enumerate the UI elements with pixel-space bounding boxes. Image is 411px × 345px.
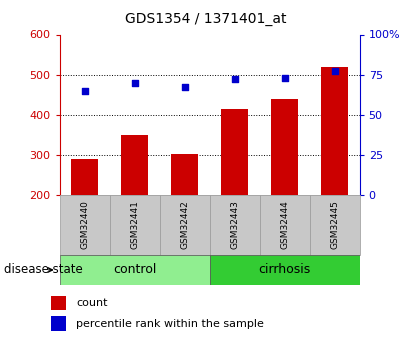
Bar bbox=[60, 195, 110, 255]
Bar bbox=[60, 255, 210, 285]
Point bbox=[231, 77, 238, 82]
Text: GDS1354 / 1371401_at: GDS1354 / 1371401_at bbox=[125, 12, 286, 26]
Bar bbox=[159, 195, 210, 255]
Bar bbox=[51, 316, 66, 331]
Bar bbox=[210, 255, 360, 285]
Bar bbox=[210, 195, 260, 255]
Text: GSM32440: GSM32440 bbox=[80, 200, 89, 249]
Bar bbox=[271, 99, 298, 195]
Bar bbox=[110, 195, 159, 255]
Bar bbox=[171, 154, 199, 195]
Point bbox=[81, 88, 88, 93]
Bar bbox=[51, 296, 66, 310]
Text: GSM32443: GSM32443 bbox=[230, 200, 239, 249]
Text: GSM32445: GSM32445 bbox=[330, 200, 339, 249]
Text: GSM32444: GSM32444 bbox=[280, 200, 289, 248]
Bar bbox=[321, 67, 349, 195]
Point bbox=[281, 75, 288, 81]
Text: cirrhosis: cirrhosis bbox=[259, 264, 311, 276]
Point bbox=[331, 69, 338, 74]
Bar bbox=[121, 135, 148, 195]
Point bbox=[181, 85, 188, 90]
Bar bbox=[260, 195, 309, 255]
Text: GSM32441: GSM32441 bbox=[130, 200, 139, 249]
Text: control: control bbox=[113, 264, 156, 276]
Point bbox=[132, 80, 138, 85]
Bar bbox=[221, 109, 248, 195]
Text: percentile rank within the sample: percentile rank within the sample bbox=[76, 319, 264, 329]
Text: count: count bbox=[76, 298, 108, 308]
Bar bbox=[309, 195, 360, 255]
Bar bbox=[71, 159, 98, 195]
Text: disease state: disease state bbox=[4, 264, 83, 276]
Text: GSM32442: GSM32442 bbox=[180, 200, 189, 248]
